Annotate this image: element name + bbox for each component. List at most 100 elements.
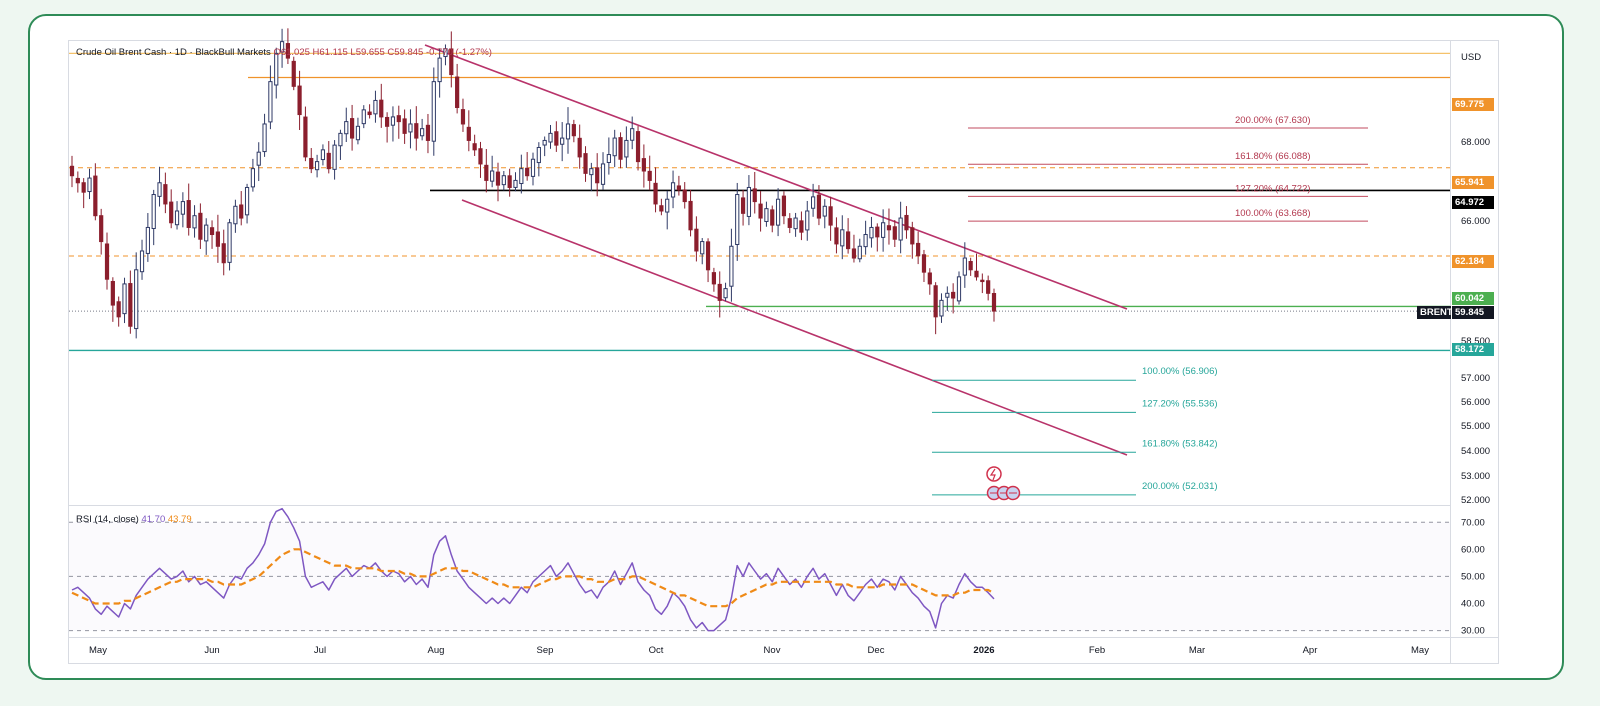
candle-body bbox=[501, 175, 506, 186]
candle-body bbox=[659, 205, 664, 212]
candle-body bbox=[781, 195, 787, 217]
candle-body bbox=[227, 222, 232, 263]
candle-body bbox=[215, 231, 220, 247]
candle-body bbox=[560, 137, 565, 145]
candle-body bbox=[700, 241, 705, 255]
candle-body bbox=[361, 109, 366, 125]
candle-body bbox=[484, 164, 489, 181]
candle-body bbox=[606, 154, 611, 163]
candle-body bbox=[104, 243, 110, 280]
currency-label[interactable]: USD bbox=[1461, 52, 1482, 63]
candle-body bbox=[717, 283, 722, 301]
candle-body bbox=[968, 261, 973, 271]
candle-body bbox=[834, 227, 839, 245]
candle-body bbox=[530, 158, 536, 177]
candle-body bbox=[285, 43, 291, 59]
channel-lower-line bbox=[461, 199, 1128, 456]
candle-body bbox=[641, 158, 646, 172]
rsi-line bbox=[71, 507, 995, 632]
candle-body bbox=[192, 215, 197, 229]
candle-body bbox=[624, 139, 629, 158]
candle-body bbox=[402, 118, 407, 134]
candle-body bbox=[851, 248, 857, 259]
candle-body bbox=[297, 85, 302, 116]
fib-upper-label: 161.80% (66.088) bbox=[1235, 151, 1311, 162]
candle-body bbox=[630, 128, 635, 141]
candle-body bbox=[536, 146, 541, 164]
candle-body bbox=[723, 288, 728, 299]
price-axis-tick: 52.000 bbox=[1461, 495, 1490, 506]
fib-lower-label: 200.00% (52.031) bbox=[1142, 481, 1218, 492]
candle-body bbox=[431, 81, 436, 142]
candle-body bbox=[729, 245, 734, 287]
price-axis-tick: 53.000 bbox=[1461, 471, 1490, 482]
candle-body bbox=[513, 179, 518, 188]
candle-body bbox=[618, 137, 623, 160]
candle-body bbox=[805, 210, 810, 231]
lightning-icon bbox=[989, 468, 996, 481]
fib-lower-label: 100.00% (56.906) bbox=[1142, 366, 1218, 377]
candle-body bbox=[676, 185, 681, 191]
candle-body bbox=[595, 167, 600, 184]
candle-body bbox=[110, 280, 115, 306]
time-axis-label: Sep bbox=[537, 645, 554, 656]
candle-body bbox=[274, 52, 279, 86]
candle-body bbox=[571, 124, 576, 137]
candle-body bbox=[828, 206, 833, 226]
time-axis-label: 2026 bbox=[973, 645, 994, 656]
channel-upper-line bbox=[424, 44, 1128, 310]
candle-body bbox=[916, 242, 921, 257]
candle-body bbox=[174, 210, 180, 226]
candle-body bbox=[256, 151, 261, 166]
price-axis-tick: 68.000 bbox=[1461, 137, 1490, 148]
candle-body bbox=[740, 197, 746, 214]
candle-body bbox=[151, 194, 156, 230]
time-axis-label: May bbox=[89, 645, 107, 656]
rsi-axis-tick: 50.00 bbox=[1461, 571, 1485, 582]
candle-body bbox=[139, 250, 145, 273]
price-tag-62184: 62.184 bbox=[1452, 255, 1494, 268]
open-value: O61.025 bbox=[273, 47, 310, 58]
price-tag-59845: 59.845 bbox=[1452, 306, 1494, 319]
rsi-axis-tick: 70.00 bbox=[1461, 517, 1485, 528]
candle-body bbox=[653, 182, 658, 205]
rsi-label[interactable]: RSI (14, close) bbox=[76, 514, 139, 525]
candle-body bbox=[472, 143, 477, 151]
candle-body bbox=[75, 177, 80, 184]
rsi-value: 41.70 bbox=[141, 514, 166, 525]
candle-body bbox=[291, 60, 296, 87]
candle-body bbox=[711, 272, 717, 285]
candle-body bbox=[746, 186, 752, 217]
price-axis-tick: 55.000 bbox=[1461, 421, 1490, 432]
candle-body bbox=[816, 194, 822, 219]
candle-body bbox=[956, 276, 962, 302]
time-axis-label: Jun bbox=[204, 645, 219, 656]
candle-body bbox=[548, 132, 553, 143]
close-value: C59.845 bbox=[387, 47, 424, 58]
candle-body bbox=[385, 116, 390, 127]
candle-body bbox=[233, 205, 238, 225]
candle-body bbox=[881, 222, 886, 238]
candle-body bbox=[204, 224, 209, 242]
candle-body bbox=[344, 121, 349, 135]
symbol-name[interactable]: Crude Oil Brent Cash · 1D · BlackBull Ma… bbox=[76, 47, 271, 58]
candle-body bbox=[134, 269, 139, 330]
rsi-axis-tick: 40.00 bbox=[1461, 599, 1485, 610]
candle-body bbox=[810, 196, 816, 209]
rsi-axis-tick: 60.00 bbox=[1461, 544, 1485, 555]
candle-body bbox=[169, 201, 174, 224]
candle-body bbox=[525, 167, 530, 177]
time-axis-label: Nov bbox=[764, 645, 781, 656]
candle-body bbox=[157, 182, 162, 197]
candle-body bbox=[320, 149, 326, 161]
time-axis-label: Feb bbox=[1089, 645, 1105, 656]
candle-body bbox=[921, 254, 927, 273]
candle-body bbox=[962, 257, 967, 276]
candle-body bbox=[349, 118, 355, 139]
high-value: H61.115 bbox=[312, 47, 348, 58]
candle-body bbox=[846, 231, 851, 250]
candle-body bbox=[495, 171, 501, 186]
candle-body bbox=[455, 76, 460, 109]
candle-body bbox=[490, 170, 495, 182]
